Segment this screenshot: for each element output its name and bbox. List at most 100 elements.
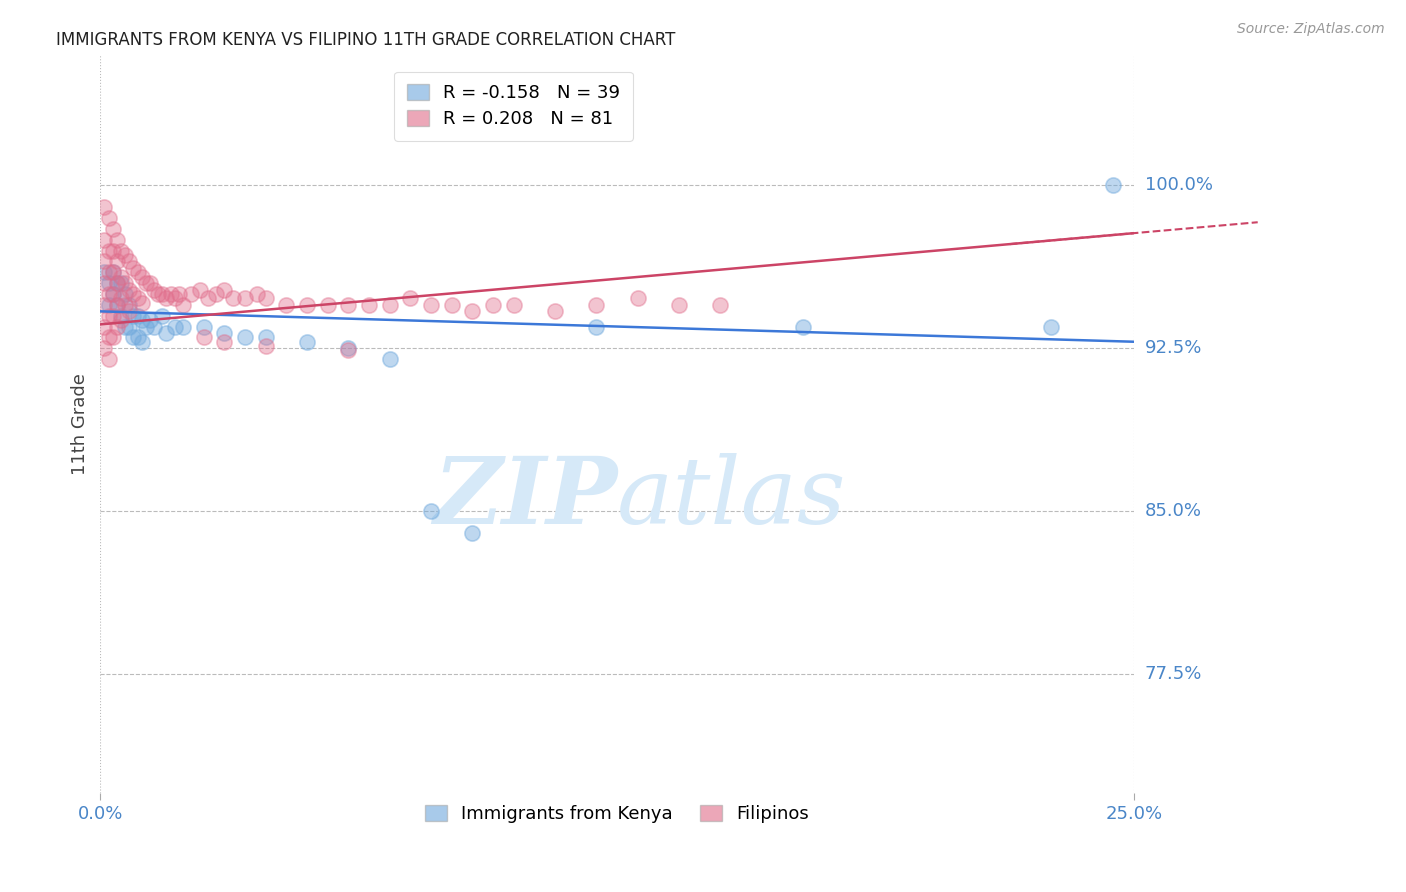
Point: [337, 343, 360, 358]
Point: [101, 287, 124, 301]
Point: [135, 319, 157, 334]
Point: [668, 298, 690, 312]
Point: [114, 298, 136, 312]
Point: [105, 254, 128, 268]
Point: [143, 319, 166, 334]
Point: [97, 330, 120, 344]
Point: [378, 298, 401, 312]
Point: [97, 265, 120, 279]
Point: [246, 287, 269, 301]
Point: [150, 309, 173, 323]
Point: [193, 319, 215, 334]
Point: [276, 298, 298, 312]
Point: [627, 291, 650, 305]
Point: [105, 319, 128, 334]
Point: [131, 334, 153, 349]
Point: [139, 276, 162, 290]
Point: [167, 287, 190, 301]
Point: [155, 291, 177, 305]
Point: [114, 319, 136, 334]
Point: [482, 298, 505, 312]
Point: [97, 309, 120, 323]
Point: [461, 304, 484, 318]
Point: [337, 298, 360, 312]
Point: [114, 287, 136, 301]
Point: [233, 330, 256, 344]
Point: [118, 283, 141, 297]
Point: [188, 283, 211, 297]
Point: [93, 233, 115, 247]
Point: [122, 309, 145, 323]
Point: [97, 287, 120, 301]
Point: [357, 298, 380, 312]
Point: [163, 291, 186, 305]
Point: [101, 265, 124, 279]
Point: [118, 319, 141, 334]
Point: [131, 313, 153, 327]
Point: [205, 287, 228, 301]
Point: [101, 309, 124, 323]
Point: [159, 287, 181, 301]
Point: [172, 298, 194, 312]
Point: [101, 265, 124, 279]
Legend: Immigrants from Kenya, Filipinos: Immigrants from Kenya, Filipinos: [412, 792, 821, 836]
Point: [110, 276, 132, 290]
Point: [1040, 319, 1063, 334]
Point: [105, 233, 128, 247]
Point: [110, 269, 132, 284]
Point: [148, 287, 170, 301]
Point: [97, 298, 120, 312]
Point: [97, 352, 120, 367]
Point: [197, 291, 219, 305]
Point: [180, 287, 202, 301]
Point: [193, 330, 215, 344]
Point: [101, 287, 124, 301]
Point: [105, 276, 128, 290]
Text: IMMIGRANTS FROM KENYA VS FILIPINO 11TH GRADE CORRELATION CHART: IMMIGRANTS FROM KENYA VS FILIPINO 11TH G…: [56, 31, 676, 49]
Text: atlas: atlas: [617, 453, 846, 543]
Point: [127, 265, 149, 279]
Text: Source: ZipAtlas.com: Source: ZipAtlas.com: [1237, 22, 1385, 37]
Point: [139, 313, 162, 327]
Point: [114, 276, 136, 290]
Point: [502, 298, 524, 312]
Point: [97, 244, 120, 258]
Point: [110, 309, 132, 323]
Point: [295, 298, 318, 312]
Text: 77.5%: 77.5%: [1144, 665, 1202, 683]
Text: 85.0%: 85.0%: [1144, 502, 1202, 520]
Text: 100.0%: 100.0%: [1144, 177, 1213, 194]
Point: [316, 298, 339, 312]
Text: 92.5%: 92.5%: [1144, 339, 1202, 358]
Point: [337, 341, 360, 355]
Point: [254, 330, 277, 344]
Point: [105, 276, 128, 290]
Point: [93, 265, 115, 279]
Point: [1102, 178, 1125, 193]
Point: [93, 200, 115, 214]
Text: ZIP: ZIP: [433, 453, 617, 543]
Point: [93, 254, 115, 268]
Point: [114, 248, 136, 262]
Point: [585, 319, 607, 334]
Point: [544, 304, 567, 318]
Point: [118, 254, 141, 268]
Point: [461, 525, 484, 540]
Point: [214, 334, 236, 349]
Point: [214, 326, 236, 340]
Point: [254, 339, 277, 353]
Point: [101, 222, 124, 236]
Point: [101, 330, 124, 344]
Point: [118, 298, 141, 312]
Point: [93, 319, 115, 334]
Point: [585, 298, 607, 312]
Point: [97, 276, 120, 290]
Point: [101, 244, 124, 258]
Point: [420, 298, 443, 312]
Point: [214, 283, 236, 297]
Point: [155, 326, 177, 340]
Point: [131, 269, 153, 284]
Point: [127, 330, 149, 344]
Point: [105, 298, 128, 312]
Point: [110, 313, 132, 327]
